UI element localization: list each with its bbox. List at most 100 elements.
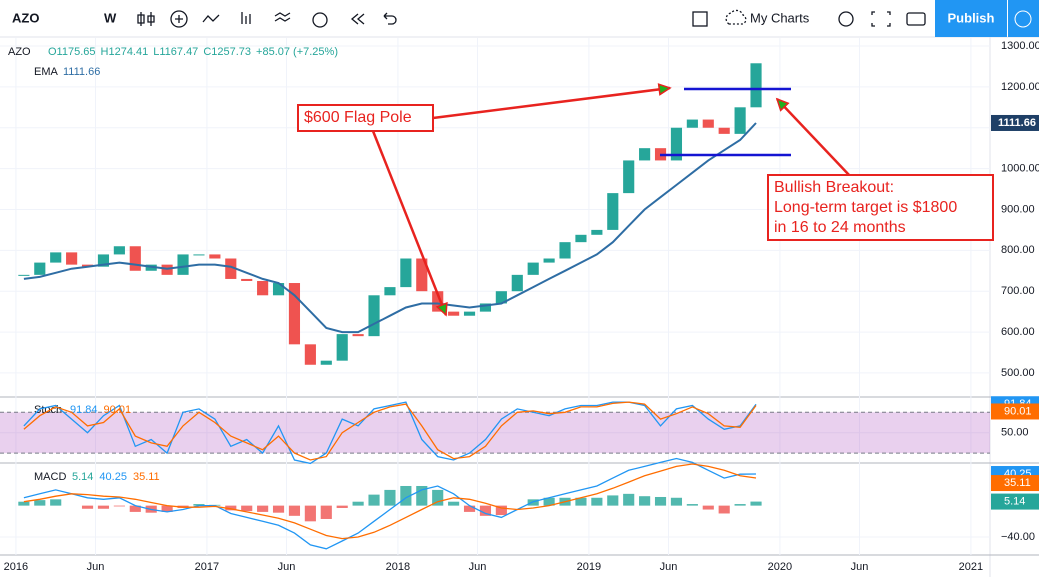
axis-value: 5.14 [1004, 495, 1025, 507]
candle [81, 264, 94, 267]
histogram-bar [352, 501, 364, 506]
indicators-icon[interactable] [170, 10, 188, 28]
arrow-head [775, 97, 790, 112]
x-tick-label: 2019 [577, 561, 601, 573]
stoch-band [0, 412, 990, 454]
y-tick-label: 1000.00 [1001, 163, 1039, 175]
histogram-bar [225, 505, 237, 511]
axis-value: 35.11 [1004, 477, 1031, 489]
y-tick-label: 700.00 [1001, 285, 1035, 297]
symbol-label: AZO [8, 46, 31, 58]
histogram-bar [448, 501, 460, 506]
ema-line [23, 122, 757, 334]
templates-icon[interactable] [274, 12, 291, 22]
play-button[interactable] [1008, 0, 1039, 37]
histogram-bar [18, 501, 30, 506]
candle [272, 283, 285, 296]
snapshot-icon[interactable] [906, 12, 926, 26]
stoch-value: 91.84 [70, 404, 98, 416]
settings-icon[interactable] [838, 11, 854, 27]
histogram-bar [463, 505, 476, 512]
candle [623, 160, 635, 194]
annotation-text: $600 Flag Pole [304, 109, 412, 126]
expand-icon[interactable] [871, 11, 891, 27]
candle [129, 246, 141, 271]
histogram-bar [81, 505, 94, 509]
candle [320, 360, 332, 365]
axis-value: 90.01 [1004, 405, 1032, 417]
histogram-bar [575, 497, 587, 506]
candle [718, 127, 730, 134]
arrow-head [435, 301, 448, 317]
ema-axis-value: 1111.66 [998, 117, 1036, 129]
candle [432, 291, 444, 312]
replay-icon[interactable] [350, 13, 365, 25]
candle [336, 334, 348, 361]
histogram-bar [50, 499, 62, 506]
y-tick-label: 800.00 [1001, 244, 1035, 256]
symbol[interactable]: AZO [12, 10, 39, 25]
chart-type-icon[interactable] [137, 12, 155, 26]
axis-value-box [991, 403, 1039, 420]
macd-line [23, 463, 757, 540]
candle [479, 303, 492, 312]
macd-title: MACD [34, 471, 66, 483]
candle [161, 264, 173, 275]
histogram-bar [718, 505, 730, 514]
candle [416, 258, 428, 292]
candle [607, 193, 619, 230]
layout-name[interactable]: My Charts [750, 10, 810, 25]
histogram-bar [241, 505, 253, 512]
x-tick-label: Jun [87, 561, 105, 573]
publish-button[interactable] [935, 0, 1007, 37]
ema-axis-box [991, 114, 1039, 131]
arrow-line [371, 130, 448, 316]
y-tick-label: 900.00 [1001, 203, 1035, 215]
candle [527, 262, 539, 275]
y-tick-label: 50.00 [1001, 427, 1029, 439]
arrow-line [776, 98, 851, 177]
annotation-box [297, 104, 434, 132]
alert-icon[interactable] [312, 12, 328, 28]
cloud-icon [725, 9, 747, 25]
ema-value: 1111.66 [63, 66, 100, 78]
play-circle [1014, 10, 1032, 28]
x-tick-label: 2016 [4, 561, 28, 573]
macd-legend-value: 40.25 [99, 471, 127, 483]
macd-value: 5.14 [72, 471, 93, 483]
histogram-bar [686, 504, 698, 506]
candle [209, 254, 221, 259]
histogram-bar [702, 505, 714, 510]
candle [304, 344, 316, 365]
candle [368, 295, 380, 337]
candle [97, 254, 110, 267]
candle [591, 229, 603, 235]
candle [670, 127, 683, 161]
candle [66, 252, 78, 265]
y-tick-label: 1200.00 [1001, 81, 1039, 93]
y-tick-label: 500.00 [1001, 367, 1035, 379]
histogram-bar [272, 505, 285, 513]
fullscreen-box[interactable] [692, 11, 708, 27]
bars-icon[interactable] [241, 12, 251, 24]
histogram-bar [639, 496, 651, 506]
axis-value-box [991, 493, 1039, 510]
annotation-text: Long-term target is $1800 [774, 199, 957, 216]
histogram-bar [543, 497, 555, 506]
histogram-bar [193, 504, 205, 506]
interval[interactable]: W [104, 10, 117, 25]
candle [34, 262, 46, 275]
compare-icon[interactable] [202, 14, 220, 23]
histogram-bar [607, 495, 619, 506]
histogram-bar [495, 505, 507, 516]
ohlc-value: O1175.65 [48, 46, 96, 58]
candle [639, 148, 651, 161]
macd-line [23, 457, 757, 550]
annotation-text: in 16 to 24 months [774, 219, 906, 236]
candle [193, 254, 205, 256]
candle [575, 234, 587, 243]
histogram-bar [432, 489, 444, 506]
candle [750, 63, 762, 108]
undo-icon[interactable] [383, 12, 397, 25]
publish-label[interactable]: Publish [948, 10, 995, 25]
